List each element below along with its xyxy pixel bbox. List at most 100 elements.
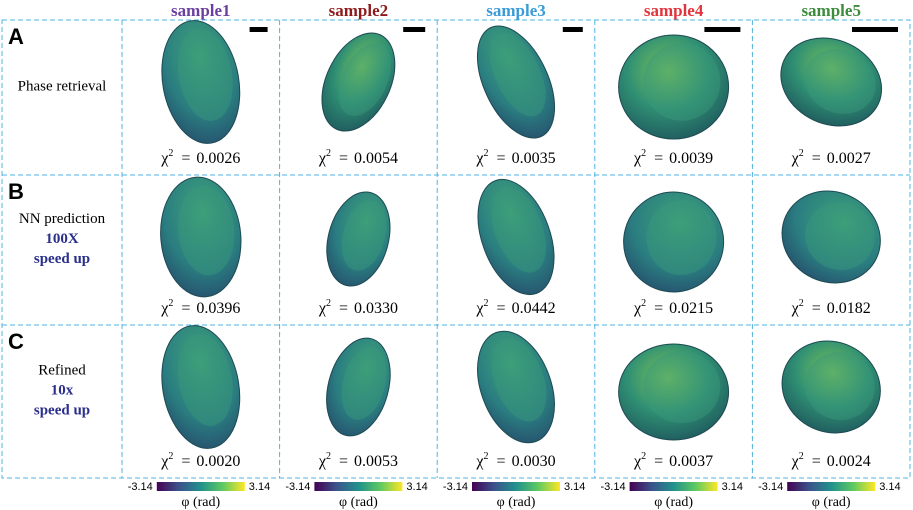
colorbar-max: 3.14 xyxy=(249,481,270,493)
crystal-render xyxy=(321,32,396,132)
row-label: Phase retrieval xyxy=(18,79,107,95)
chi-square: χ2 = 0.0030 xyxy=(475,451,555,470)
chi-symbol: χ xyxy=(475,300,484,317)
chi-square: χ2 = 0.0215 xyxy=(633,298,713,317)
chi-square: χ2 = 0.0054 xyxy=(318,148,398,167)
crystal-render xyxy=(623,191,725,293)
chi-square: χ2 = 0.0020 xyxy=(160,451,240,470)
scale-bar xyxy=(562,27,583,32)
crystal-facet xyxy=(491,338,547,422)
chi-equals: = xyxy=(339,150,348,167)
colorbar-min: -3.14 xyxy=(128,481,153,493)
colorbar-label: φ (rad) xyxy=(654,495,693,510)
chi-symbol: χ xyxy=(791,453,800,470)
column-header: sample5 xyxy=(801,1,861,20)
chi-square: χ2 = 0.0027 xyxy=(791,148,871,167)
column-header: sample3 xyxy=(486,1,546,20)
chi-symbol: χ xyxy=(318,453,327,470)
chi-square: χ2 = 0.0182 xyxy=(791,298,871,317)
column-header: sample4 xyxy=(644,1,704,20)
colorbar-max: 3.14 xyxy=(406,481,427,493)
crystal-facet xyxy=(804,49,876,114)
chi-value: 0.0442 xyxy=(512,300,556,317)
row-label: 10x xyxy=(51,383,74,399)
chi-value: 0.0039 xyxy=(669,150,713,167)
chi-exponent: 2 xyxy=(799,298,804,309)
crystal-render xyxy=(780,37,883,127)
colorbar xyxy=(629,482,718,491)
crystal-render xyxy=(477,178,555,296)
colorbar-min: -3.14 xyxy=(443,481,468,493)
crystal-render xyxy=(161,20,241,144)
panel-border xyxy=(1,19,911,479)
panel-letter: A xyxy=(8,24,24,49)
crystal-facet xyxy=(177,28,233,121)
chi-value: 0.0215 xyxy=(669,300,713,317)
chi-exponent: 2 xyxy=(168,298,173,309)
chi-value: 0.0053 xyxy=(354,453,398,470)
chi-exponent: 2 xyxy=(799,451,804,462)
colorbar xyxy=(787,482,876,491)
colorbar-min: -3.14 xyxy=(285,481,310,493)
chi-equals: = xyxy=(497,150,506,167)
chi-square: χ2 = 0.0053 xyxy=(318,451,398,470)
crystal-facet xyxy=(805,202,875,271)
chi-square: χ2 = 0.0330 xyxy=(318,298,398,317)
chi-square: χ2 = 0.0396 xyxy=(160,298,240,317)
chi-value: 0.0054 xyxy=(354,150,398,167)
colorbar-min: -3.14 xyxy=(758,481,783,493)
chi-exponent: 2 xyxy=(799,148,804,159)
crystal-facet xyxy=(805,352,875,421)
scale-bar xyxy=(852,27,898,32)
chi-square: χ2 = 0.0035 xyxy=(475,148,555,167)
chi-symbol: χ xyxy=(633,453,642,470)
chi-symbol: χ xyxy=(160,453,169,470)
chi-exponent: 2 xyxy=(168,148,173,159)
chi-value: 0.0027 xyxy=(827,150,871,167)
crystal-facet xyxy=(341,200,387,271)
chi-equals: = xyxy=(497,300,506,317)
chi-equals: = xyxy=(812,453,821,470)
crystal-render xyxy=(326,191,391,287)
chi-value: 0.0182 xyxy=(827,300,871,317)
chi-exponent: 2 xyxy=(641,298,646,309)
row-label: 100X xyxy=(45,231,79,247)
crystal-render xyxy=(161,325,241,449)
chi-value: 0.0024 xyxy=(827,453,871,470)
chi-symbol: χ xyxy=(791,300,800,317)
chi-value: 0.0330 xyxy=(354,300,398,317)
crystal-facet xyxy=(341,346,387,420)
chi-symbol: χ xyxy=(318,150,327,167)
column-header: sample2 xyxy=(329,1,389,20)
chi-square: χ2 = 0.0026 xyxy=(160,148,240,167)
chi-square: χ2 = 0.0442 xyxy=(475,298,555,317)
scale-bar xyxy=(249,27,268,32)
chi-square: χ2 = 0.0039 xyxy=(633,148,713,167)
chi-equals: = xyxy=(654,453,663,470)
crystal-facet xyxy=(491,186,546,273)
crystal-render xyxy=(781,190,881,284)
column-header: sample1 xyxy=(171,1,231,20)
colorbar-label: φ (rad) xyxy=(497,495,536,510)
scale-bar xyxy=(403,27,426,32)
chi-symbol: χ xyxy=(791,150,800,167)
chi-equals: = xyxy=(654,300,663,317)
chi-exponent: 2 xyxy=(484,148,489,159)
chi-exponent: 2 xyxy=(484,298,489,309)
row-label: Refined xyxy=(38,363,86,379)
crystal-facet xyxy=(178,185,235,276)
colorbar-max: 3.14 xyxy=(879,481,900,493)
crystal-facet xyxy=(643,351,721,424)
chi-symbol: χ xyxy=(633,300,642,317)
crystal-facet xyxy=(646,200,717,276)
chi-equals: = xyxy=(181,453,190,470)
crystal-render xyxy=(160,176,242,298)
crystal-render xyxy=(477,330,555,444)
crystal-facet xyxy=(489,32,546,117)
chi-symbol: χ xyxy=(160,300,169,317)
chi-symbol: χ xyxy=(318,300,327,317)
colorbar-label: φ (rad) xyxy=(181,495,220,510)
row-label: NN prediction xyxy=(19,211,106,227)
colorbar-max: 3.14 xyxy=(564,481,585,493)
chi-equals: = xyxy=(497,453,506,470)
